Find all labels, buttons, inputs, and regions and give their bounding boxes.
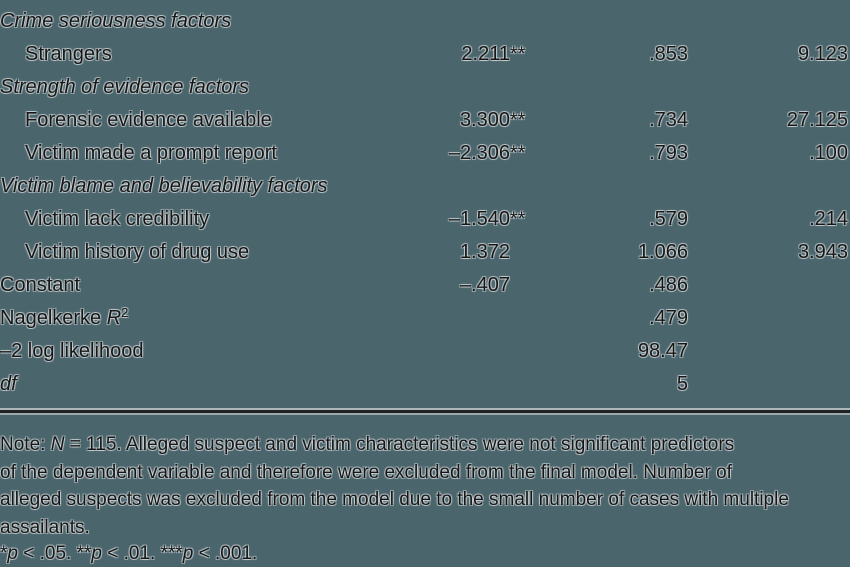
table-row: Strength of evidence factors [0,71,850,104]
math-variable: R [106,307,122,329]
section-header: Crime seriousness factors [0,10,232,32]
row-label: Nagelkerke R2 [0,305,129,329]
row-label: Victim lack credibility [25,208,210,230]
exp-b-value: 27.125 [786,109,848,131]
significance-stars: ** [510,143,526,164]
b-value: 2.211 [461,43,510,65]
table-row: Victim history of drug use 1.372 1.066 3.94… [0,236,850,269]
text: < .05. ** [17,543,92,564]
b-value: 1.372 [459,241,510,263]
table-row: Nagelkerke R2 .479 [0,302,850,335]
exp-b-value: 3.943 [797,241,848,263]
text: < .001. [193,543,258,564]
table-row: Constant –.407 .486 [0,269,850,302]
se-value: .793 [649,142,688,164]
se-value: .734 [649,109,688,131]
se-value: 1.066 [637,241,688,263]
exp-b-value: 9.123 [797,43,848,65]
text: = 115. Alleged suspect and victim charac… [64,434,735,455]
table-row: Victim made a prompt report –2.306 ** .793.… [0,137,850,170]
se-value: .853 [649,43,688,65]
table-row: Crime seriousness factors [0,5,850,38]
b-value: –1.540 [448,208,510,230]
exp-b-value: .214 [809,208,848,230]
text: Note: [0,434,51,455]
row-label: df [0,373,17,395]
text: * [0,543,8,564]
table-row: –2 log likelihood 98.47 [0,335,850,368]
note-line: Note: N = 115. Alleged suspect and victi… [0,431,850,459]
exp-b-value: .100 [809,142,848,164]
row-label: Forensic evidence available [25,109,272,131]
b-value: –.407 [459,274,510,296]
text: of the dependent variable and therefore … [0,461,732,483]
section-header: Victim blame and believability factors [0,175,328,197]
significance-stars: ** [510,209,526,230]
significance-note: *p < .05. **p < .01. ***p < .001. [0,541,850,567]
significance-stars: ** [510,110,526,131]
se-value: .486 [649,274,688,296]
superscript: 2 [121,305,129,320]
table-row: Victim lack credibility –1.540 ** .579 .214 [0,203,850,236]
italic-text: p [182,543,194,564]
table-row: Victim blame and believability factors [0,170,850,203]
se-value: 98.47 [637,340,688,362]
significance-stars: ** [510,44,526,65]
table-row: Strangers 2.211 ** .853 9.123 [0,38,850,71]
row-label: Constant [0,274,81,296]
note-line: of the dependent variable and therefore … [0,459,850,487]
table-body: Crime seriousness factors Strangers 2.211 *… [0,5,850,401]
text: alleged suspects was excluded from the m… [0,489,789,510]
se-value: 5 [676,373,688,395]
row-label: –2 log likelihood [0,340,144,362]
b-value: 3.300 [459,109,510,131]
italic-text: p [7,543,18,564]
table-row: Forensic evidence available 3.300 ** .734 27… [0,104,850,137]
table-note: Note: N = 115. Alleged suspect and victi… [0,431,850,541]
row-label: Victim history of drug use [25,241,250,263]
italic-text: p [91,543,102,564]
text: < .01. *** [101,543,183,564]
se-value: .479 [649,307,688,329]
section-header: Strength of evidence factors [0,76,250,98]
italic-text: N [50,434,65,455]
note-line: alleged suspects was excluded from the m… [0,486,850,514]
table-bottom-rule [0,410,850,413]
text: assailants. [0,516,90,538]
row-label: Victim made a prompt report [25,142,277,164]
se-value: .579 [649,208,688,230]
row-label: Strangers [25,43,112,65]
table-row: df 5 [0,368,850,401]
b-value: –2.306 [448,142,510,164]
note-line: assailants. [0,514,850,542]
